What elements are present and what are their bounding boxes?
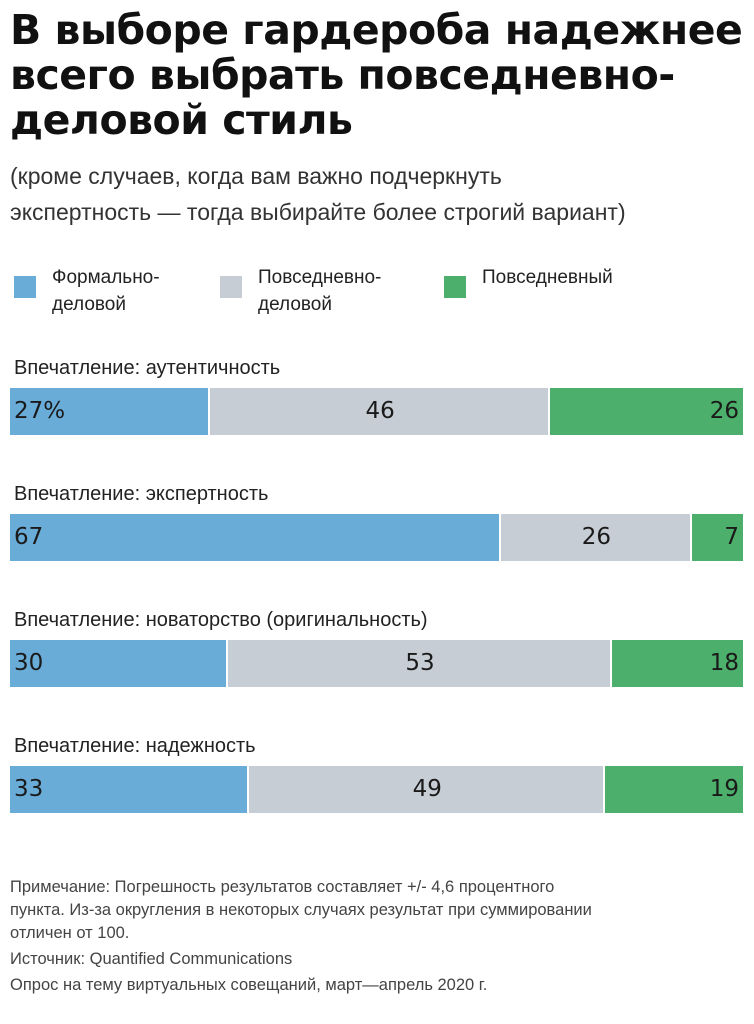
bar-value-label: 33	[14, 776, 44, 802]
row-label: Впечатление: экспертность	[14, 483, 269, 505]
legend-label-line: Формально-	[52, 267, 160, 288]
bar-value-label: 27%	[14, 398, 66, 424]
footnotes: Примечание: Погрешность результатов сост…	[10, 876, 745, 997]
bar-segment-formal-business	[10, 388, 208, 435]
source-note: Источник: Quantified Communications	[10, 950, 293, 968]
bar-segment-business-casual	[227, 640, 611, 687]
bar-segment-business-casual	[209, 388, 549, 435]
bar-value-label: 26	[581, 524, 612, 550]
note-line: Примечание: Погрешность результатов сост…	[10, 878, 555, 896]
row-label: Впечатление: надежность	[14, 735, 256, 757]
note-line: отличен от 100.	[10, 924, 130, 942]
legend: Формально- деловой Повседневно- деловой …	[0, 262, 754, 322]
legend-label-line: деловой	[258, 294, 332, 315]
bar-value-label: 67	[14, 524, 44, 550]
row-label: Впечатление: аутентичность	[14, 357, 281, 379]
bar-value-label: 46	[365, 398, 395, 424]
legend-swatch-formal-business	[14, 276, 36, 298]
legend-label-casual: Повседневный	[482, 264, 642, 291]
legend-label-line: Повседневно-	[258, 267, 382, 288]
bar-segment-business-casual	[501, 514, 690, 561]
legend-swatch-casual	[444, 276, 466, 298]
bar-segment-formal-business	[10, 640, 226, 687]
stacked-bar-chart: Впечатление: аутентичность 27% 46 26 Впечатл…	[0, 350, 754, 820]
legend-label-formal-business: Формально- деловой	[52, 264, 212, 318]
title-line-2: всего выбрать повседневно-	[10, 51, 675, 99]
legend-label-line: деловой	[52, 294, 126, 315]
bar-segment-casual	[550, 388, 743, 435]
bar-value-label: 19	[709, 776, 739, 802]
legend-swatch-business-casual	[220, 276, 242, 298]
bar-segment-business-casual	[249, 766, 604, 813]
legend-label-line: Повседневный	[482, 267, 613, 288]
chart-title: В выборе гардероба надежнее всего выбрат…	[10, 8, 745, 143]
bar-segment-formal-business	[10, 514, 500, 561]
subtitle-line-2: экспертность — тогда выбирайте более стр…	[10, 199, 626, 225]
bar-value-label: 18	[709, 650, 739, 676]
bar-value-label: 53	[405, 650, 435, 676]
note-line: пункта. Из-за округления в некоторых слу…	[10, 901, 592, 919]
bar-segment-casual	[605, 766, 743, 813]
bar-value-label: 30	[14, 650, 44, 676]
title-line-1: В выборе гардероба надежнее	[10, 6, 743, 54]
bar-segment-casual	[691, 514, 743, 561]
bar-value-label: 7	[724, 524, 739, 550]
chart-subtitle: (кроме случаев, когда вам важно подчеркн…	[10, 158, 745, 230]
legend-label-business-casual: Повседневно- деловой	[258, 264, 418, 318]
survey-note: Опрос на тему виртуальных совещаний, мар…	[10, 976, 488, 994]
bar-segment-formal-business	[10, 766, 248, 813]
row-label: Впечатление: новаторство (оригинальность…	[14, 609, 428, 631]
bar-value-label: 49	[412, 776, 442, 802]
title-line-3: деловой стиль	[10, 96, 353, 144]
bar-value-label: 26	[709, 398, 739, 424]
bar-segment-casual	[612, 640, 743, 687]
subtitle-line-1: (кроме случаев, когда вам важно подчеркн…	[10, 163, 502, 189]
